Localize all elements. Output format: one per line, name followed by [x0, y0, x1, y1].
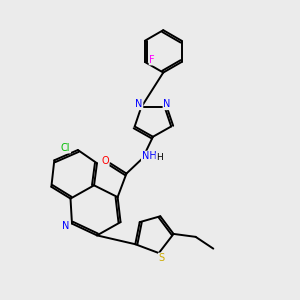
- Text: N: N: [164, 99, 171, 110]
- Text: N: N: [62, 221, 70, 231]
- Text: N: N: [135, 99, 142, 110]
- Text: S: S: [159, 254, 165, 263]
- Text: Cl: Cl: [61, 142, 70, 153]
- Text: NH: NH: [142, 152, 157, 161]
- Text: F: F: [149, 55, 155, 64]
- Text: H: H: [156, 153, 163, 162]
- Text: O: O: [101, 156, 109, 166]
